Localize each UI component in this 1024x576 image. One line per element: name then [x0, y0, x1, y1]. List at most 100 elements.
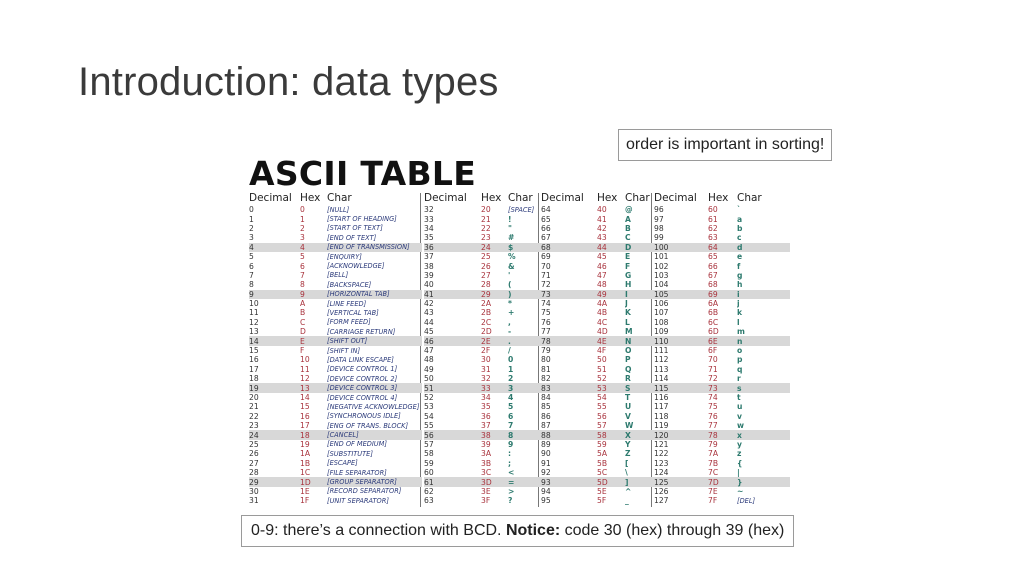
table-row: 109 6D m	[654, 327, 790, 336]
decimal-cell: 102	[654, 261, 669, 271]
char-cell: H	[625, 280, 632, 290]
char-cell: [VERTICAL TAB]	[327, 308, 379, 317]
char-cell: f	[737, 261, 741, 271]
decimal-cell: 26	[249, 449, 259, 459]
hex-cell: 53	[597, 383, 607, 393]
char-cell: #	[508, 233, 515, 243]
table-row: 56 38 8	[424, 430, 542, 440]
char-cell: [ENQUIRY]	[327, 252, 362, 261]
char-cell: 2	[508, 374, 514, 384]
char-cell: y	[737, 439, 742, 449]
table-row: 102 66 f	[654, 261, 790, 271]
table-row: 70 46 F	[541, 261, 655, 271]
char-cell: V	[625, 411, 631, 421]
char-cell: [END OF MEDIUM]	[327, 440, 387, 449]
table-row: 93 5D]	[541, 477, 655, 487]
char-cell: ^	[625, 486, 632, 496]
decimal-cell: 125	[654, 477, 669, 487]
decimal-cell: 124	[654, 468, 669, 478]
bcd-note-suffix: code 30 (hex) through 39 (hex)	[560, 522, 785, 539]
decimal-cell: 76	[541, 317, 551, 327]
table-row: 83 53 S	[541, 383, 655, 393]
hex-cell: 17	[300, 421, 310, 431]
decimal-cell: 92	[541, 468, 551, 478]
char-cell: |	[737, 468, 740, 478]
slide-title: Introduction: data types	[78, 60, 499, 104]
table-row: 104 68 h	[654, 280, 790, 289]
decimal-cell: 117	[654, 402, 669, 412]
hex-cell: 9	[300, 289, 305, 299]
decimal-cell: 90	[541, 449, 551, 459]
char-cell: h	[737, 280, 743, 290]
table-row: 5 5 [ENQUIRY]	[249, 252, 422, 261]
table-row: 26 1A [SUBSTITUTE]	[249, 449, 422, 458]
char-cell: [SYNCHRONOUS IDLE]	[327, 412, 401, 421]
decimal-cell: 84	[541, 393, 551, 402]
table-row: 13 D [CARRIAGE RETURN]	[249, 327, 422, 336]
hex-cell: 6	[300, 261, 305, 271]
hex-cell: 6D	[708, 327, 719, 337]
column-header: Hex	[597, 192, 618, 204]
decimal-cell: 118	[654, 411, 669, 421]
table-row: 124 7C |	[654, 468, 790, 477]
decimal-cell: 83	[541, 383, 551, 393]
char-cell: _	[625, 496, 629, 506]
table-row: 72 48 H	[541, 280, 655, 289]
decimal-cell: 1	[249, 214, 254, 224]
table-header-row: Decimal Hex Char	[654, 191, 790, 205]
decimal-cell: 113	[654, 364, 669, 374]
hex-cell: 77	[708, 421, 718, 431]
char-cell: )	[508, 289, 512, 299]
table-row: 43 2B +	[424, 308, 542, 317]
hex-cell: 60	[708, 205, 718, 215]
char-cell: 5	[508, 402, 514, 412]
hex-cell: 4D	[597, 327, 608, 337]
char-cell: [ESCAPE]	[327, 459, 358, 468]
decimal-cell: 63	[424, 496, 434, 506]
decimal-cell: 52	[424, 393, 434, 402]
table-row: 77 4D M	[541, 327, 655, 336]
decimal-cell: 28	[249, 468, 259, 478]
table-row: 8 8 [BACKSPACE]	[249, 280, 422, 289]
char-cell: [FILE SEPARATOR]	[327, 468, 387, 477]
decimal-cell: 74	[541, 299, 551, 309]
hex-cell: 23	[481, 233, 491, 243]
table-row: 53 35 5	[424, 402, 542, 411]
decimal-cell: 18	[249, 374, 259, 384]
char-cell: [ACKNOWLEDGE]	[327, 262, 385, 271]
column-header: Decimal	[541, 192, 584, 204]
char-cell: 1	[508, 364, 514, 374]
hex-cell: 25	[481, 252, 491, 262]
hex-cell: 7E	[708, 486, 718, 496]
decimal-cell: 48	[424, 355, 434, 365]
hex-cell: 22	[481, 223, 491, 233]
decimal-cell: 49	[424, 364, 434, 374]
decimal-cell: 58	[424, 449, 434, 459]
column-header: Hex	[300, 192, 321, 204]
char-cell: z	[737, 449, 742, 459]
table-row: 69 45 E	[541, 252, 655, 261]
decimal-cell: 45	[424, 327, 434, 337]
hex-cell: 43	[597, 233, 607, 243]
hex-cell: 72	[708, 374, 718, 384]
decimal-cell: 67	[541, 233, 551, 243]
decimal-cell: 6	[249, 261, 254, 271]
table-row: 18 12 [DEVICE CONTROL 2]	[249, 374, 422, 383]
table-row: 48 30 0	[424, 355, 542, 364]
hex-cell: 5F	[597, 496, 607, 506]
hex-cell: 15	[300, 402, 310, 412]
char-cell: E	[625, 252, 631, 262]
hex-cell: 4E	[597, 336, 607, 346]
decimal-cell: 29	[249, 477, 259, 487]
table-row: 42 2A *	[424, 299, 542, 308]
char-cell: &	[508, 261, 515, 271]
char-cell: L	[625, 317, 630, 327]
table-row: 63 3F?	[424, 496, 542, 505]
hex-cell: 55	[597, 402, 607, 412]
hex-cell: 4C	[597, 317, 608, 327]
hex-cell: 5D	[597, 477, 608, 487]
hex-cell: 2B	[481, 308, 492, 318]
decimal-cell: 17	[249, 364, 259, 374]
table-row: 66 42 B	[541, 224, 655, 233]
char-cell: I	[625, 289, 628, 299]
